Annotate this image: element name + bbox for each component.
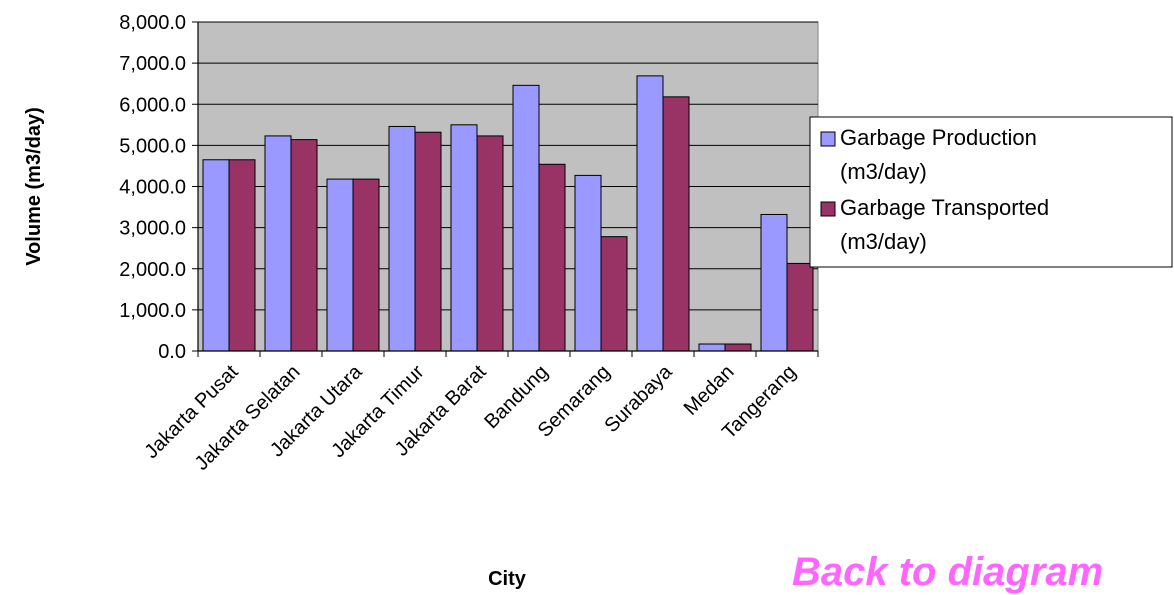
bar-transported [352, 178, 380, 352]
legend-label: (m3/day) [840, 229, 927, 254]
bar-production [326, 178, 354, 352]
legend-box [809, 116, 1173, 268]
bar-transported [724, 343, 752, 352]
y-tick-label: 8,000.0 [119, 12, 186, 34]
legend-label: Garbage Production [840, 125, 1037, 150]
y-tick-label: 1,000.0 [119, 300, 186, 322]
bar-production [760, 213, 788, 352]
y-tick-label: 7,000.0 [119, 53, 186, 75]
back-to-diagram-link[interactable]: Back to diagram [792, 550, 1104, 594]
legend-label: Garbage Transported [840, 195, 1049, 220]
bar-production [698, 343, 726, 352]
legend: Garbage Production (m3/day) Garbage Transp… [809, 116, 1173, 268]
legend-swatch [820, 201, 836, 217]
bar-production [450, 124, 478, 352]
bar-production [202, 159, 230, 352]
bar-transported [600, 236, 628, 352]
bar-transported [662, 96, 690, 352]
y-tick-label: 6,000.0 [119, 94, 186, 116]
bar-transported [538, 163, 566, 352]
legend-swatch [820, 131, 836, 147]
bar-transported [414, 131, 442, 352]
y-tick-label: 3,000.0 [119, 218, 186, 240]
y-tick-label: 2,000.0 [119, 259, 186, 281]
x-axis-title: City [488, 568, 527, 590]
bar-transported [228, 159, 256, 352]
bars [202, 75, 814, 352]
legend-label: (m3/day) [840, 159, 927, 184]
y-tick-label: 5,000.0 [119, 135, 186, 157]
x-tick-label: Surabaya [600, 360, 677, 437]
y-tick-label: 4,000.0 [119, 177, 186, 199]
bar-production [636, 75, 664, 352]
axes [192, 21, 819, 357]
bar-production [512, 84, 540, 352]
bar-production [264, 135, 292, 352]
bar-transported [290, 139, 318, 352]
bar-transported [786, 262, 814, 352]
bar-transported [476, 135, 504, 352]
bar-production [388, 125, 416, 352]
x-tick-label: Medan [680, 361, 739, 420]
y-tick-labels: 0.0 1,000.0 2,000.0 3,000.0 4,000.0 5,000.0 6,… [119, 12, 186, 363]
y-axis-title: Volume (m3/day) [23, 107, 45, 266]
bar-production [574, 174, 602, 352]
x-tick-label: Jakarta Selatan [191, 361, 305, 475]
y-tick-label: 0.0 [158, 341, 186, 363]
